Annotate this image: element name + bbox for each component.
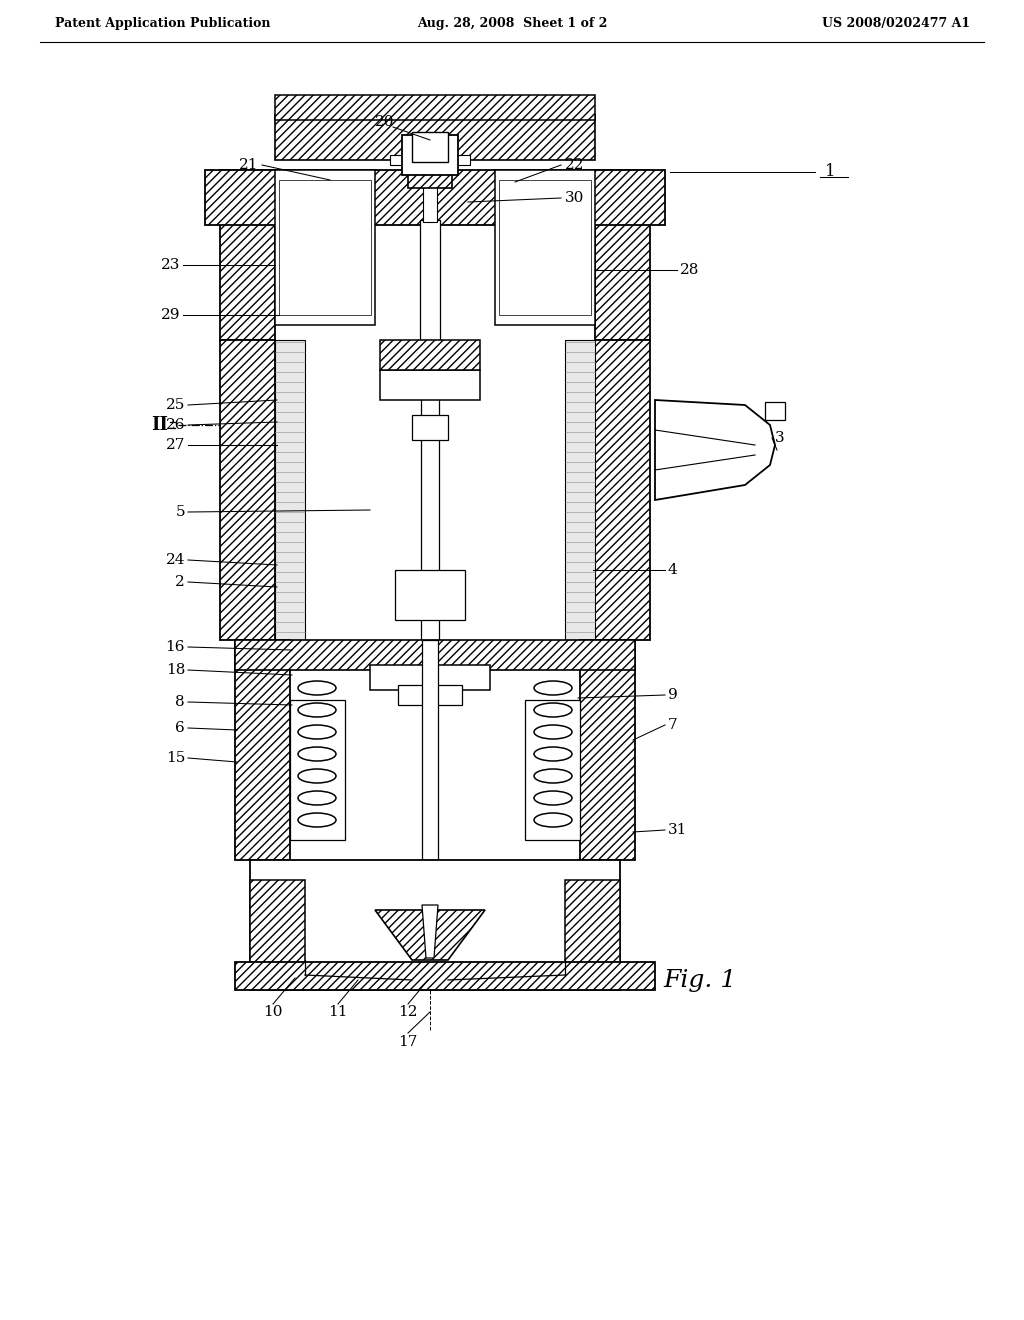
Text: 29: 29: [161, 308, 180, 322]
Text: 4: 4: [668, 564, 678, 577]
Text: 15: 15: [166, 751, 185, 766]
Text: 27: 27: [166, 438, 185, 451]
Polygon shape: [375, 909, 485, 960]
Text: 30: 30: [565, 191, 585, 205]
Bar: [234, 640, 635, 671]
Bar: [595, 341, 650, 640]
Bar: [395, 570, 465, 620]
Text: 21: 21: [239, 158, 258, 172]
Bar: [290, 700, 345, 840]
Bar: [234, 962, 655, 990]
Text: 11: 11: [329, 1005, 348, 1019]
Bar: [565, 880, 620, 985]
Bar: [765, 403, 785, 420]
Bar: [250, 861, 620, 990]
Text: 8: 8: [175, 696, 185, 709]
Text: 25: 25: [166, 399, 185, 412]
Bar: [408, 170, 452, 187]
Bar: [370, 665, 490, 690]
Text: 5: 5: [175, 506, 185, 519]
Text: 1: 1: [825, 164, 836, 181]
Text: 18: 18: [166, 663, 185, 677]
Bar: [398, 685, 462, 705]
Bar: [275, 170, 375, 325]
Bar: [565, 341, 595, 640]
Bar: [420, 220, 440, 341]
Text: 10: 10: [263, 1005, 283, 1019]
Text: 31: 31: [668, 822, 687, 837]
Polygon shape: [422, 906, 438, 958]
Text: 26: 26: [166, 418, 185, 432]
Bar: [525, 700, 580, 840]
Bar: [275, 341, 305, 640]
Bar: [580, 640, 635, 861]
Bar: [499, 180, 591, 315]
Text: 3: 3: [775, 432, 784, 445]
Bar: [234, 640, 290, 861]
Bar: [402, 135, 458, 176]
Text: 12: 12: [398, 1005, 418, 1019]
Bar: [380, 341, 480, 370]
Text: 16: 16: [166, 640, 185, 653]
Text: Aug. 28, 2008  Sheet 1 of 2: Aug. 28, 2008 Sheet 1 of 2: [417, 17, 607, 30]
Bar: [220, 170, 275, 341]
Bar: [423, 182, 437, 222]
Text: 23: 23: [161, 257, 180, 272]
Bar: [279, 180, 371, 315]
Bar: [250, 880, 305, 985]
Bar: [220, 341, 275, 640]
Text: 17: 17: [398, 1035, 418, 1049]
Bar: [412, 414, 449, 440]
Bar: [422, 640, 438, 861]
Text: 2: 2: [175, 576, 185, 589]
Text: 20: 20: [375, 115, 394, 129]
Bar: [421, 370, 439, 640]
Bar: [205, 170, 665, 224]
Text: 24: 24: [166, 553, 185, 568]
Text: 7: 7: [668, 718, 678, 733]
Bar: [380, 370, 480, 400]
Bar: [495, 170, 595, 325]
Text: 22: 22: [565, 158, 585, 172]
Text: 28: 28: [680, 263, 699, 277]
Bar: [390, 154, 470, 165]
Text: Patent Application Publication: Patent Application Publication: [55, 17, 270, 30]
Bar: [275, 95, 595, 120]
Text: US 2008/0202477 A1: US 2008/0202477 A1: [822, 17, 970, 30]
Text: 9: 9: [668, 688, 678, 702]
Bar: [412, 132, 449, 162]
Text: II: II: [151, 416, 168, 434]
Bar: [275, 115, 595, 160]
Text: Fig. 1: Fig. 1: [664, 969, 736, 991]
Bar: [595, 170, 650, 341]
Text: 6: 6: [175, 721, 185, 735]
